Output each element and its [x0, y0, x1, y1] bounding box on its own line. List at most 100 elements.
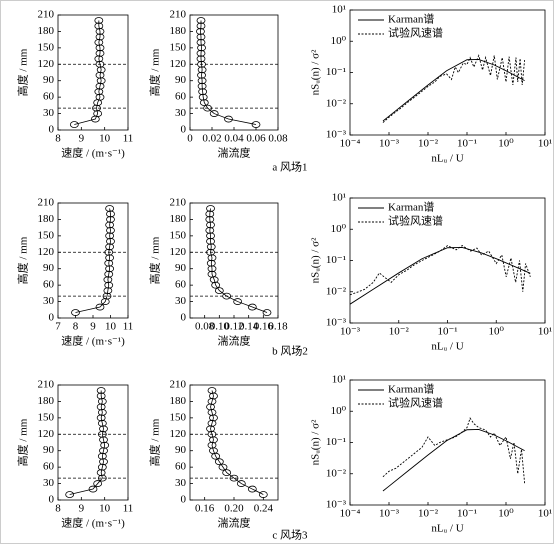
- profile-marker: [93, 480, 103, 487]
- x-tick-label: 0.20: [224, 503, 244, 515]
- x-tick-label: 0.18: [268, 321, 288, 333]
- plot-frame: [57, 384, 129, 501]
- profile-marker: [103, 287, 113, 295]
- profile-marker: [262, 309, 272, 316]
- x-tick-label: 10⁻¹: [457, 508, 477, 520]
- spectrum-line: [349, 247, 531, 305]
- profile-marker: [224, 115, 233, 123]
- y-tick-label: 10⁻¹: [326, 66, 346, 78]
- y-axis-label: 高度 / mm: [148, 48, 162, 96]
- profile-marker: [95, 93, 105, 101]
- profile-marker: [233, 298, 243, 305]
- profile-marker: [197, 60, 206, 68]
- profile-marker: [97, 398, 107, 405]
- profile-marker: [105, 232, 115, 240]
- y-tick-label: 180: [170, 395, 187, 407]
- profile-marker: [106, 216, 115, 223]
- spectrum-line: [382, 417, 526, 484]
- x-tick-label: 11: [123, 321, 134, 333]
- y-tick-label: 210: [38, 9, 55, 21]
- x-tick-label: 10¹: [538, 138, 552, 150]
- x-tick-label: 0.02: [202, 133, 221, 145]
- y-tick-label: 210: [170, 379, 187, 391]
- profile-marker: [92, 104, 101, 112]
- x-tick-label: 0.14: [239, 321, 259, 333]
- x-tick-label: 8: [55, 133, 61, 145]
- x-tick-label: 10⁰: [489, 326, 505, 338]
- x-tick-label: 0.06: [246, 133, 266, 145]
- profile-marker: [102, 292, 112, 300]
- y-tick-label: 10⁻¹: [326, 254, 346, 266]
- y-tick-label: 150: [170, 411, 187, 423]
- profile-marker: [207, 265, 217, 273]
- profile-marker: [198, 88, 208, 96]
- legend-label: Karman谱: [388, 382, 434, 396]
- profile-marker: [94, 17, 104, 24]
- y-tick-label: 60: [43, 91, 55, 103]
- y-tick-label: 10⁻²: [326, 97, 347, 109]
- profile-marker: [197, 44, 206, 52]
- x-axis-label: 速度 / (m·s⁻¹): [61, 146, 125, 160]
- x-tick-label: 0.08: [195, 321, 215, 333]
- x-tick-label: 0.24: [254, 503, 274, 515]
- profile-marker: [95, 44, 105, 52]
- profile-marker: [97, 452, 107, 460]
- y-axis-label: nSᵤ(n) / σ²: [310, 49, 322, 96]
- y-tick-label: 90: [175, 444, 187, 456]
- profile-marker: [214, 287, 224, 295]
- x-tick-label: 11: [123, 503, 134, 515]
- profile-marker: [95, 28, 105, 35]
- y-tick-label: 180: [170, 213, 187, 225]
- profile-marker: [65, 491, 75, 498]
- y-tick-label: 210: [170, 197, 187, 209]
- y-tick-label: 90: [43, 74, 55, 86]
- profile-marker: [95, 71, 105, 79]
- y-tick-label: 0: [49, 494, 55, 506]
- x-tick-label: 10¹: [538, 508, 552, 520]
- profile-marker: [206, 243, 216, 251]
- y-tick-label: 60: [43, 279, 55, 291]
- x-tick-label: 10⁻¹: [437, 326, 457, 338]
- y-tick-label: 30: [175, 295, 187, 307]
- x-tick-label: 10¹: [538, 326, 552, 338]
- profile-marker: [106, 226, 115, 234]
- profile-marker: [218, 463, 228, 471]
- profile-marker: [222, 292, 232, 300]
- profile-marker: [236, 480, 246, 487]
- x-axis-label: 速度 / (m·s⁻¹): [61, 516, 125, 530]
- profile-marker: [247, 485, 257, 493]
- y-tick-label: 60: [175, 279, 187, 291]
- y-tick-label: 150: [38, 229, 55, 241]
- legend-label: Karman谱: [388, 200, 434, 214]
- profile-marker: [97, 430, 107, 438]
- profile-marker: [97, 463, 107, 471]
- y-tick-label: 90: [43, 444, 55, 456]
- x-axis-label: nLᵤ / U: [431, 153, 463, 165]
- legend-label: 试验风速谱: [388, 214, 443, 228]
- x-axis-label: 湍流度: [218, 146, 251, 160]
- x-tick-label: 10⁻²: [389, 326, 410, 338]
- x-tick-label: 0.16: [195, 503, 215, 515]
- profile-marker: [205, 210, 215, 218]
- y-axis-label: 高度 / mm: [16, 48, 30, 96]
- y-axis-label: 高度 / mm: [16, 236, 30, 284]
- y-tick-label: 150: [38, 411, 55, 423]
- y-tick-label: 10⁻³: [326, 129, 347, 141]
- x-tick-label: 9: [79, 503, 85, 515]
- profile-marker: [94, 88, 104, 96]
- x-axis-label: nLᵤ / U: [431, 523, 463, 535]
- x-tick-label: 10⁻³: [379, 508, 400, 520]
- y-tick-label: 150: [170, 41, 187, 53]
- plot-frame: [57, 14, 129, 131]
- y-tick-label: 0: [181, 494, 187, 506]
- profile-marker: [199, 99, 209, 107]
- profile-marker: [197, 77, 207, 85]
- profile-marker: [209, 110, 219, 117]
- profile-marker: [105, 205, 115, 212]
- profile-marker: [222, 469, 232, 477]
- profile-marker: [205, 216, 215, 223]
- y-axis-label: 高度 / mm: [148, 418, 162, 466]
- profile-marker: [197, 66, 207, 74]
- x-tick-label: 0: [187, 133, 193, 145]
